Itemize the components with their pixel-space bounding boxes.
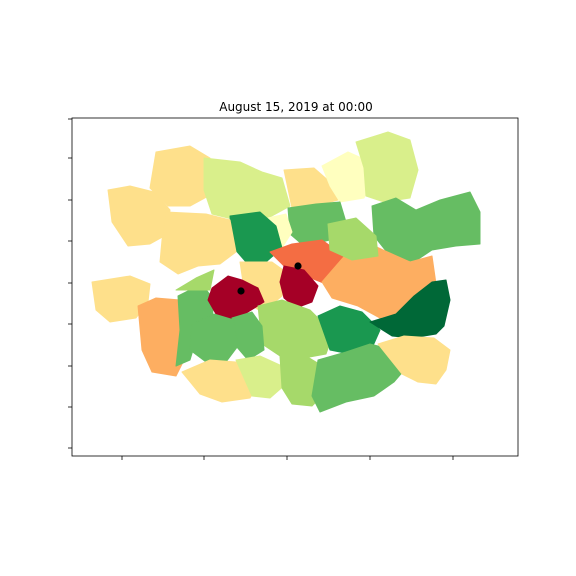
region-northeast-1 — [355, 131, 419, 203]
region-north-center — [203, 157, 291, 221]
marker-east — [294, 262, 302, 270]
region-dark-red-west — [207, 275, 265, 323]
region-dark-red-east — [279, 265, 319, 309]
marker-west — [237, 287, 245, 295]
region-northwest-2 — [159, 211, 237, 275]
map-title: August 15, 2019 at 00:00 — [219, 100, 373, 114]
axes-frame — [71, 117, 519, 457]
map-markers — [237, 262, 302, 295]
axis-ticks — [68, 118, 454, 460]
map-regions — [91, 131, 481, 413]
region-northwest-top — [149, 145, 213, 207]
region-west-light — [175, 269, 215, 291]
region-center-light-green — [327, 217, 379, 261]
region-southwest-green — [189, 313, 239, 363]
region-southeast-green — [311, 343, 407, 413]
region-southeast-dkgreen — [317, 305, 381, 355]
region-southeast-yellow — [377, 335, 451, 385]
